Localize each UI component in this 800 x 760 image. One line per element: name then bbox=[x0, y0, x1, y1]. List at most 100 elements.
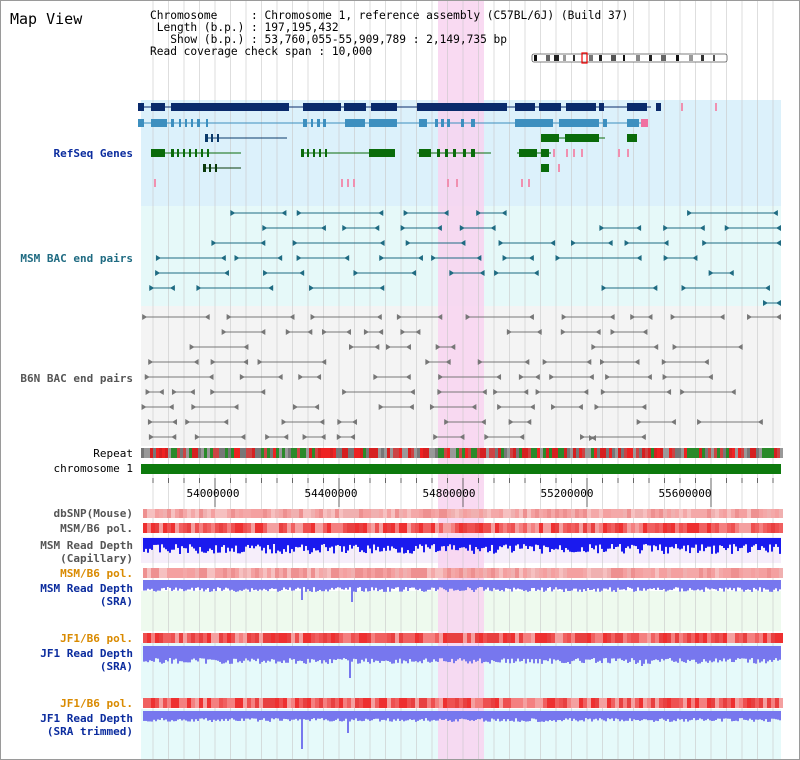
heat-cell bbox=[331, 568, 335, 578]
depth-bar bbox=[197, 711, 199, 721]
depth-bar bbox=[541, 538, 543, 554]
heat-cell bbox=[167, 698, 171, 708]
depth-bar bbox=[577, 646, 579, 659]
ideogram-band bbox=[636, 55, 640, 61]
depth-bar bbox=[585, 580, 587, 592]
bac-end-marker bbox=[319, 419, 325, 425]
track-label-jf1-b6-pol-2[interactable]: JF1/B6 pol. bbox=[60, 697, 133, 710]
depth-bar bbox=[521, 711, 523, 721]
depth-bar bbox=[237, 580, 239, 592]
depth-bar bbox=[257, 580, 259, 591]
track-label-dbsnp[interactable]: dbSNP(Mouse) bbox=[53, 507, 133, 520]
heat-cell bbox=[491, 568, 495, 578]
track-label-b6n-bac[interactable]: B6N BAC end pairs bbox=[20, 372, 133, 385]
track-label-msm-bac[interactable]: MSM BAC end pairs bbox=[20, 252, 133, 265]
depth-bar bbox=[633, 711, 635, 720]
depth-bar bbox=[521, 580, 523, 590]
depth-bar bbox=[765, 711, 767, 720]
depth-bar bbox=[395, 711, 397, 721]
heat-cell bbox=[183, 698, 187, 708]
track-label-jf1-depth-trimmed[interactable]: JF1 Read Depth (SRA trimmed) bbox=[40, 712, 133, 738]
heat-cell bbox=[303, 568, 307, 578]
axis-tick-label: 55200000 bbox=[541, 487, 594, 500]
bac-end-marker bbox=[234, 255, 240, 261]
heat-cell bbox=[163, 509, 167, 518]
bac-end-marker bbox=[320, 225, 326, 231]
depth-bar bbox=[169, 711, 171, 722]
heat-cell bbox=[379, 523, 383, 533]
depth-bar bbox=[213, 646, 215, 660]
bac-end-marker bbox=[415, 329, 421, 335]
depth-bar bbox=[293, 711, 295, 720]
track-label-jf1-depth-sra[interactable]: JF1 Read Depth (SRA) bbox=[40, 647, 133, 673]
repeat-track bbox=[141, 448, 783, 458]
bac-end-marker bbox=[636, 255, 642, 261]
track-label-msm-depth-capillary[interactable]: MSM Read Depth (Capillary) bbox=[40, 539, 133, 565]
heat-cell bbox=[691, 568, 695, 578]
bac-end-marker bbox=[437, 314, 443, 320]
depth-bar bbox=[249, 538, 251, 549]
heat-cell bbox=[175, 568, 179, 578]
bac-end-marker bbox=[142, 314, 148, 320]
depth-bar bbox=[229, 538, 231, 552]
bac-end-marker bbox=[465, 314, 471, 320]
heat-cell bbox=[243, 509, 247, 518]
depth-bar bbox=[419, 580, 421, 589]
depth-bar bbox=[325, 580, 327, 590]
depth-bar bbox=[335, 711, 337, 720]
gene-marker-pink bbox=[715, 103, 717, 111]
depth-bar bbox=[617, 646, 619, 659]
depth-bar bbox=[187, 646, 189, 663]
depth-bar bbox=[555, 711, 557, 722]
depth-bar bbox=[193, 580, 195, 591]
depth-bar bbox=[477, 646, 479, 661]
depth-bar bbox=[725, 580, 727, 588]
heat-cell bbox=[159, 568, 163, 578]
depth-bar bbox=[405, 646, 407, 662]
heat-cell bbox=[719, 633, 723, 643]
track-label-refseq[interactable]: RefSeq Genes bbox=[53, 147, 133, 160]
heat-cell bbox=[511, 523, 515, 533]
heat-cell bbox=[195, 698, 199, 708]
depth-bar bbox=[531, 646, 533, 660]
bac-end-marker bbox=[634, 359, 640, 365]
gene-exon bbox=[656, 103, 661, 111]
heat-cell bbox=[355, 523, 359, 533]
bac-end-marker bbox=[405, 240, 411, 246]
heat-cell bbox=[723, 509, 727, 518]
repeat-cell bbox=[387, 448, 390, 458]
depth-bar bbox=[535, 538, 537, 545]
bac-end-marker bbox=[145, 389, 151, 395]
depth-bar bbox=[759, 580, 761, 588]
bac-end-marker bbox=[230, 210, 236, 216]
heat-cell bbox=[503, 698, 507, 708]
repeat-cell bbox=[558, 448, 561, 458]
repeat-cell bbox=[564, 448, 567, 458]
dbsnp-strip bbox=[143, 509, 783, 518]
depth-bar bbox=[429, 646, 431, 663]
track-label-msm-b6-pol[interactable]: MSM/B6 pol. bbox=[60, 522, 133, 535]
repeat-cell bbox=[159, 448, 162, 458]
track-label-jf1-b6-pol[interactable]: JF1/B6 pol. bbox=[60, 632, 133, 645]
heat-cell bbox=[419, 568, 423, 578]
depth-bar bbox=[767, 538, 769, 553]
repeat-cell bbox=[216, 448, 219, 458]
gene-exon bbox=[201, 149, 203, 157]
jf1-depth-trim-bars bbox=[143, 711, 781, 749]
repeat-cell bbox=[468, 448, 471, 458]
depth-bar bbox=[717, 538, 719, 553]
depth-bar bbox=[721, 646, 723, 662]
depth-bar bbox=[713, 538, 715, 546]
track-label-msm-depth-sra[interactable]: MSM Read Depth (SRA) bbox=[40, 582, 133, 608]
depth-bar bbox=[209, 580, 211, 592]
depth-bar bbox=[635, 580, 637, 592]
depth-bar bbox=[331, 538, 333, 547]
depth-bar bbox=[249, 580, 251, 592]
heat-cell bbox=[579, 698, 583, 708]
depth-bar bbox=[201, 580, 203, 589]
depth-bar bbox=[735, 580, 737, 592]
track-label-msm-b6-pol-2[interactable]: MSM/B6 pol. bbox=[60, 567, 133, 580]
depth-bar bbox=[333, 538, 335, 554]
bac-end-marker bbox=[697, 419, 703, 425]
